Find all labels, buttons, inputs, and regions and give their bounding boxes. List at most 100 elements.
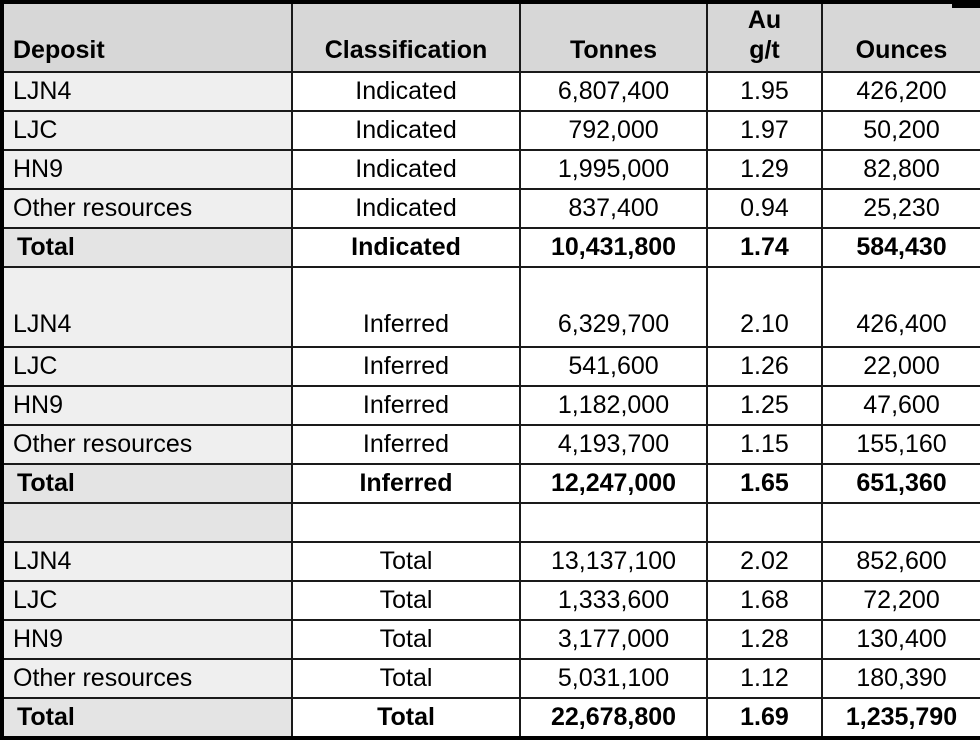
cell-deposit: Other resources (1, 658, 293, 699)
cell-tonnes: 1,333,600 (519, 580, 708, 621)
header-deposit: Deposit (1, 1, 293, 73)
cell-ounces: 180,390 (821, 658, 980, 699)
spacer-row (1, 502, 980, 543)
cell-classification: Inferred (291, 424, 521, 465)
table-row-total-inferred: Total Inferred 12,247,000 1.65 651,360 (1, 463, 980, 504)
cell-au: 1.95 (706, 71, 823, 112)
cell-deposit: Other resources (1, 188, 293, 229)
cell-deposit: LJN4 (1, 71, 293, 112)
cell-ounces: 25,230 (821, 188, 980, 229)
cell-au: 1.25 (706, 385, 823, 426)
header-au-gt: Au g/t (706, 1, 823, 73)
cell-au: 1.69 (706, 697, 823, 739)
header-ounces: Ounces (821, 1, 980, 73)
header-tonnes: Tonnes (519, 1, 708, 73)
cell-tonnes: 12,247,000 (519, 463, 708, 504)
cell-ounces: 426,200 (821, 71, 980, 112)
table-row: Other resources Inferred 4,193,700 1.15 … (1, 424, 980, 465)
cell-deposit: Total (1, 227, 293, 268)
header-row: Deposit Classification Tonnes Au g/t Oun… (1, 1, 980, 73)
cell-au: 1.28 (706, 619, 823, 660)
cell-ounces: 651,360 (821, 463, 980, 504)
cell-au: 1.68 (706, 580, 823, 621)
cell-au: 1.26 (706, 346, 823, 387)
cell-classification: Total (291, 619, 521, 660)
cell-tonnes: 5,031,100 (519, 658, 708, 699)
cell-tonnes: 541,600 (519, 346, 708, 387)
cell-classification: Indicated (291, 227, 521, 268)
cell-deposit (1, 502, 293, 543)
cell-classification: Indicated (291, 188, 521, 229)
table-row: LJC Indicated 792,000 1.97 50,200 (1, 110, 980, 151)
cell-au (706, 502, 823, 543)
cell-deposit: HN9 (1, 385, 293, 426)
cell-deposit: LJC (1, 110, 293, 151)
header-classification: Classification (291, 1, 521, 73)
table-row-grand-total: Total Total 22,678,800 1.69 1,235,790 (1, 697, 980, 739)
cell-classification: Total (291, 697, 521, 739)
header-au-line1: Au (747, 6, 782, 34)
cell-au: 0.94 (706, 188, 823, 229)
cell-ounces: 72,200 (821, 580, 980, 621)
cell-deposit: LJN4 (1, 541, 293, 582)
cell-deposit: Other resources (1, 424, 293, 465)
table-row: Other resources Indicated 837,400 0.94 2… (1, 188, 980, 229)
cell-deposit: HN9 (1, 619, 293, 660)
cell-tonnes: 837,400 (519, 188, 708, 229)
table-row: LJC Inferred 541,600 1.26 22,000 (1, 346, 980, 387)
cell-classification: Total (291, 658, 521, 699)
cell-ounces: 82,800 (821, 149, 980, 190)
cell-ounces: 50,200 (821, 110, 980, 151)
cell-classification: Total (291, 580, 521, 621)
cell-deposit: LJC (1, 346, 293, 387)
cell-au: 2.10 (706, 266, 823, 348)
cell-deposit: HN9 (1, 149, 293, 190)
cell-ounces: 155,160 (821, 424, 980, 465)
cell-au: 1.97 (706, 110, 823, 151)
cell-au: 1.74 (706, 227, 823, 268)
cell-tonnes: 6,329,700 (519, 266, 708, 348)
cell-tonnes: 4,193,700 (519, 424, 708, 465)
corner-artifact (952, 0, 980, 8)
cell-tonnes: 1,995,000 (519, 149, 708, 190)
table-row: LJN4 Total 13,137,100 2.02 852,600 (1, 541, 980, 582)
cell-classification: Inferred (291, 346, 521, 387)
table-row: HN9 Indicated 1,995,000 1.29 82,800 (1, 149, 980, 190)
cell-deposit: Total (1, 697, 293, 739)
table-row: LJN4 Indicated 6,807,400 1.95 426,200 (1, 71, 980, 112)
cell-ounces: 130,400 (821, 619, 980, 660)
cell-classification: Indicated (291, 149, 521, 190)
cell-au: 1.15 (706, 424, 823, 465)
cell-tonnes: 13,137,100 (519, 541, 708, 582)
cell-tonnes: 22,678,800 (519, 697, 708, 739)
table-row: HN9 Inferred 1,182,000 1.25 47,600 (1, 385, 980, 426)
cell-ounces: 584,430 (821, 227, 980, 268)
cell-tonnes: 10,431,800 (519, 227, 708, 268)
cell-au: 1.29 (706, 149, 823, 190)
cell-au: 1.12 (706, 658, 823, 699)
cell-tonnes (519, 502, 708, 543)
cell-ounces: 22,000 (821, 346, 980, 387)
cell-classification (291, 502, 521, 543)
cell-deposit: LJN4 (1, 266, 293, 348)
cell-tonnes: 792,000 (519, 110, 708, 151)
cell-deposit: Total (1, 463, 293, 504)
table-row: HN9 Total 3,177,000 1.28 130,400 (1, 619, 980, 660)
cell-classification: Indicated (291, 110, 521, 151)
cell-classification: Inferred (291, 385, 521, 426)
cell-classification: Inferred (291, 463, 521, 504)
cell-ounces: 852,600 (821, 541, 980, 582)
table-row: LJN4 Inferred 6,329,700 2.10 426,400 (1, 266, 980, 348)
cell-ounces: 47,600 (821, 385, 980, 426)
cell-tonnes: 1,182,000 (519, 385, 708, 426)
cell-tonnes: 6,807,400 (519, 71, 708, 112)
cell-ounces: 426,400 (821, 266, 980, 348)
cell-ounces (821, 502, 980, 543)
cell-classification: Total (291, 541, 521, 582)
cell-classification: Inferred (291, 266, 521, 348)
table-row-total-indicated: Total Indicated 10,431,800 1.74 584,430 (1, 227, 980, 268)
table-row: LJC Total 1,333,600 1.68 72,200 (1, 580, 980, 621)
cell-tonnes: 3,177,000 (519, 619, 708, 660)
cell-classification: Indicated (291, 71, 521, 112)
